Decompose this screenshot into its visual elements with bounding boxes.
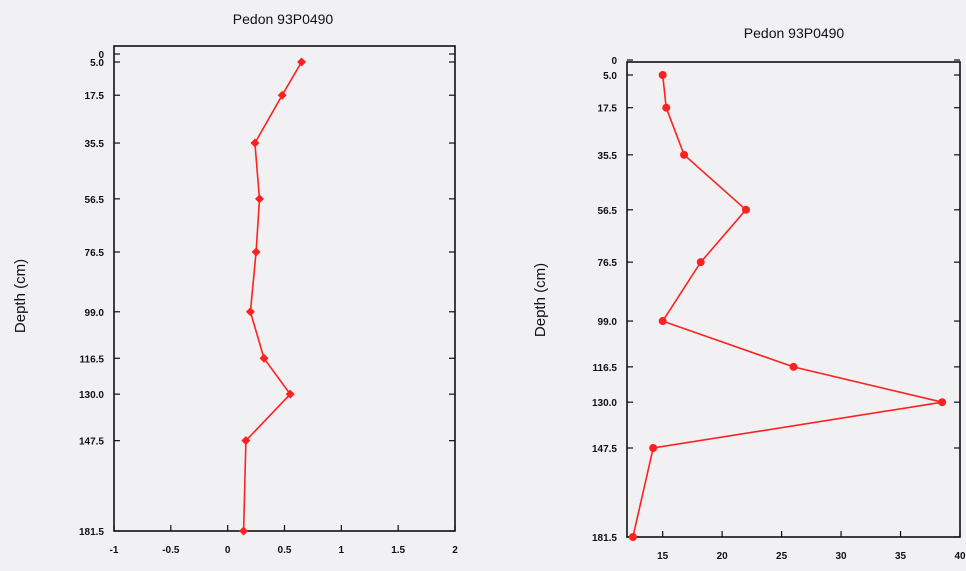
x-tick-label: 0 [225, 545, 231, 556]
y-tick-label: 17.5 [598, 104, 618, 115]
y-tick-label: 0 [611, 56, 617, 67]
y-tick-label: 116.5 [80, 354, 105, 365]
y-tick-label: 147.5 [79, 437, 104, 448]
y-tick-label: 56.5 [598, 206, 618, 217]
x-axis: -1 -0.5 0 0.5 1 1.5 2 [110, 525, 458, 556]
y-tick-label: 99.0 [598, 317, 618, 328]
data-point [259, 353, 269, 363]
plot-frame [626, 61, 961, 538]
data-point [696, 258, 705, 267]
y-tick-label: 181.5 [592, 533, 617, 544]
y-axis: 0 5.0 17.5 35.5 56.5 76.5 99.0 116.5 130.0 147.5 1… [592, 56, 960, 544]
y-tick-label: 181.5 [79, 527, 104, 538]
data-point [285, 389, 295, 399]
data-point [250, 138, 260, 148]
y-tick-label: 99.0 [85, 308, 105, 319]
series-group [628, 71, 947, 541]
y-tick-label: 35.5 [598, 151, 618, 162]
chart-right: Pedon 93P0490 Depth (cm) 15 20 25 30 35 40 0 5… [532, 25, 966, 562]
data-point [251, 247, 261, 257]
series-group [239, 57, 307, 536]
x-tick-label: 35 [895, 551, 907, 562]
y-tick-label: 5.0 [90, 58, 104, 69]
data-point [658, 71, 667, 79]
y-tick-label: 130.0 [592, 398, 617, 409]
data-point [277, 90, 287, 100]
y-tick-label: 130.0 [79, 390, 104, 401]
data-point [680, 150, 689, 159]
x-tick-label: 1 [339, 545, 345, 556]
y-axis-label: Depth (cm) [532, 263, 549, 337]
x-tick-label: 30 [836, 551, 848, 562]
data-point [649, 444, 658, 453]
chart-title: Pedon 93P0490 [233, 11, 334, 27]
data-point [239, 526, 249, 536]
data-point [789, 362, 798, 371]
x-tick-label: 20 [717, 551, 729, 562]
series-line [242, 61, 303, 532]
plot-frame [113, 45, 456, 532]
y-tick-label: 5.0 [603, 71, 617, 82]
series-line [632, 74, 943, 538]
data-point [297, 57, 307, 67]
y-axis: 05.0 17.5 35.5 56.5 76.5 99.0 116.5 130.0 147.5 1… [79, 50, 455, 538]
data-point [241, 436, 251, 446]
y-tick-label: 56.5 [85, 195, 105, 206]
x-tick-label: 25 [776, 551, 788, 562]
x-axis: 15 20 25 30 35 40 [657, 531, 966, 562]
y-tick-label: 17.5 [85, 91, 105, 102]
y-axis-label: Depth (cm) [12, 259, 29, 333]
chart-title: Pedon 93P0490 [744, 25, 845, 41]
x-tick-label: 0.5 [278, 545, 292, 556]
x-tick-label: 15 [657, 551, 669, 562]
data-point [662, 103, 671, 112]
chart-left: Pedon 93P0490 Depth (cm) -1 -0.5 0 0.5 1 1.5 2… [12, 11, 458, 556]
data-point [245, 307, 255, 317]
y-tick-label: 35.5 [85, 139, 105, 150]
y-tick-label: 76.5 [598, 258, 618, 269]
y-tick-label: 76.5 [85, 248, 105, 259]
x-tick-label: 1.5 [391, 545, 405, 556]
y-tick-label: 0 [98, 50, 104, 61]
data-point [254, 194, 264, 204]
data-point [741, 205, 750, 214]
data-point [658, 317, 667, 326]
x-tick-label: -0.5 [162, 545, 180, 556]
y-tick-label: 147.5 [592, 444, 617, 455]
data-point [938, 398, 947, 407]
data-point [628, 533, 637, 541]
x-tick-label: -1 [110, 545, 119, 556]
x-tick-label: 2 [452, 545, 458, 556]
x-tick-label: 40 [954, 551, 966, 562]
y-tick-label: 116.5 [593, 363, 618, 374]
